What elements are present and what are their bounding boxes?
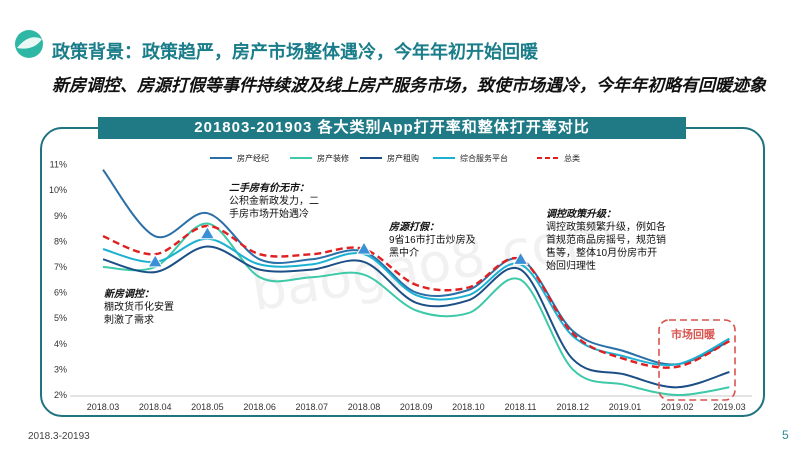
page-number: 5 [782, 428, 789, 442]
annotation-text: 黑中介 [389, 246, 419, 259]
x-tick-label: 2019.01 [609, 402, 642, 412]
y-tick-label: 8% [54, 236, 67, 246]
annotation-text: 手房市场开始遇冷 [229, 207, 309, 220]
series-line-2 [102, 222, 730, 397]
series-lines [102, 169, 730, 397]
legend-label: 综合服务平台 [460, 153, 508, 163]
brand-logo-icon [15, 30, 43, 58]
x-tick-label: 2018.08 [348, 402, 381, 412]
event-markers [147, 225, 529, 268]
page-subtitle: 新房调控、房源打假等事件持续波及线上房产服务市场，致使市场遇冷，今年年初略有回暖… [52, 76, 766, 95]
event-marker [356, 241, 372, 255]
annotation-text: 首规范商品房摇号，规范销 [546, 233, 666, 246]
series-line-3 [102, 245, 730, 389]
x-tick-label: 2019.03 [713, 402, 746, 412]
legend-label: 房产装修 [317, 153, 349, 163]
x-tick-label: 2019.02 [661, 402, 694, 412]
y-tick-label: 9% [54, 211, 67, 221]
y-tick-label: 10% [49, 185, 67, 195]
series-line-1 [102, 169, 730, 366]
legend: 房产经纪 房产装修 房产租购 综合服务平台 总类 [210, 153, 580, 163]
legend-label: 房产租购 [387, 153, 419, 163]
legend-label: 房产经纪 [237, 153, 269, 163]
y-tick-label: 7% [54, 262, 67, 272]
legend-label: 总类 [564, 153, 580, 163]
annotation-text: 售等，整体10月份房市开 [546, 246, 657, 259]
x-axis-ticks: 2018.03 2018.04 2018.05 2018.06 2018.07 2018.… [87, 402, 746, 412]
event-marker [512, 251, 529, 265]
x-tick-label: 2018.07 [296, 402, 329, 412]
annotation-title: 二手房有价无市： [229, 182, 309, 194]
annotation-text: 刺激了需求 [104, 313, 154, 326]
y-tick-label: 3% [54, 364, 67, 374]
market-recovery-label: 市场回暖 [671, 327, 716, 341]
x-tick-label: 2018.06 [243, 402, 276, 412]
x-tick-label: 2018.03 [87, 402, 120, 412]
y-tick-label: 6% [54, 288, 67, 298]
annotation-title: 调控政策升级： [546, 208, 616, 220]
annotation-text: 始回归理性 [546, 259, 596, 272]
y-tick-label: 5% [54, 313, 67, 323]
annotation-title: 房源打假： [388, 221, 439, 233]
footer-date-range: 2018.3-20193 [28, 431, 90, 442]
market-recovery-highlight [658, 319, 736, 401]
annotation-title: 新房调控： [104, 288, 154, 300]
event-marker [147, 253, 164, 268]
chart-title: 201803-201903 各大类别App打开率和整体打开率对比 [98, 117, 686, 139]
annotation-text: 棚改货币化安置 [104, 300, 174, 313]
x-tick-label: 2018.10 [452, 402, 485, 412]
y-tick-label: 4% [54, 339, 67, 349]
y-tick-label: 2% [54, 390, 67, 400]
y-axis-ticks: 2% 3% 4% 5% 6% 7% 8% 9% 10% 11% [49, 160, 67, 400]
annotation-text: 公积金新政发力，二 [229, 194, 319, 207]
x-tick-label: 2018.11 [505, 402, 537, 412]
annotation-text: 调控政策频繁升级，例如各 [546, 220, 666, 233]
y-tick-label: 11% [50, 160, 67, 170]
x-tick-label: 2018.12 [557, 402, 590, 412]
x-tick-label: 2018.05 [191, 402, 224, 412]
event-marker [199, 225, 216, 240]
annotation-text: 9省16市打击炒房及 [389, 233, 476, 246]
x-tick-label: 2018.04 [139, 402, 172, 412]
page-title: 政策背景：政策趋严，房产市场整体遇冷，今年年初开始回暖 [52, 42, 538, 62]
x-tick-label: 2018.09 [400, 402, 433, 412]
